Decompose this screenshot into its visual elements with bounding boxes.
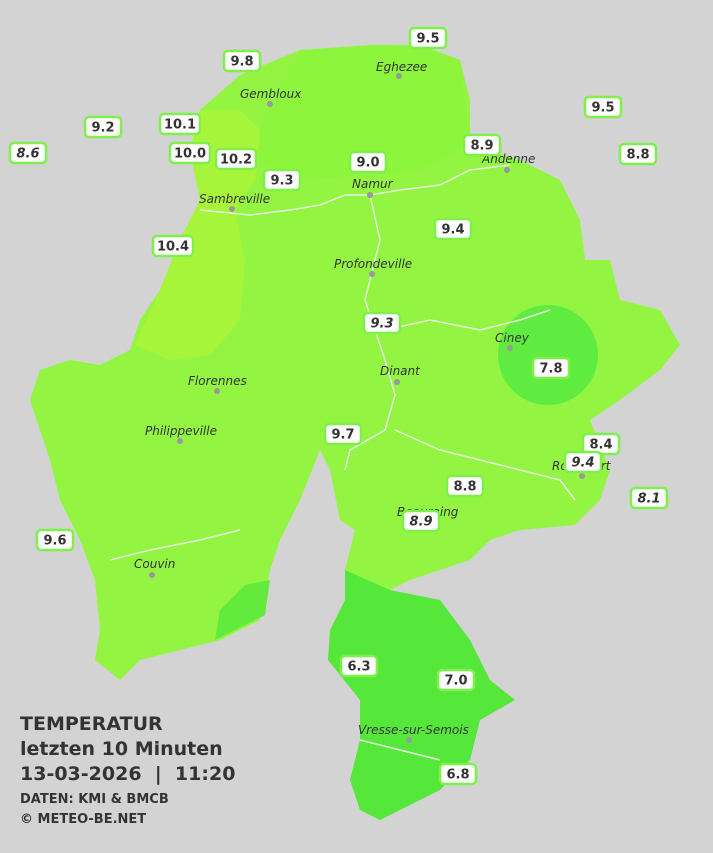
title-source: DATEN: KMI & BMCB bbox=[20, 792, 169, 807]
city-label: Florennes bbox=[188, 374, 247, 388]
station-box bbox=[445, 474, 485, 498]
station-value: 9.3 bbox=[370, 317, 393, 332]
station-value: 10.2 bbox=[220, 153, 252, 168]
title-timestamp: 13-03-2026 | 11:20 bbox=[20, 763, 235, 785]
city-label: Eghezee bbox=[376, 60, 427, 74]
station-value: 9.6 bbox=[43, 534, 66, 549]
city-dot bbox=[396, 73, 402, 79]
station-value: 9.5 bbox=[416, 32, 439, 47]
station-value: 10.4 bbox=[157, 240, 189, 255]
station-box bbox=[35, 528, 75, 552]
station-box bbox=[168, 141, 212, 165]
station-value: 8.8 bbox=[453, 480, 476, 495]
city-dot bbox=[507, 345, 513, 351]
city-label: Dinant bbox=[380, 364, 421, 378]
city-label: Namur bbox=[352, 177, 394, 191]
station-box bbox=[433, 217, 473, 241]
city-dot bbox=[177, 438, 183, 444]
station-value: 9.7 bbox=[331, 428, 354, 443]
station-value: 6.3 bbox=[347, 660, 370, 675]
station-box bbox=[583, 95, 623, 119]
station-value: 10.1 bbox=[164, 118, 196, 133]
city-dot bbox=[267, 101, 273, 107]
station-value: 8.8 bbox=[626, 148, 649, 163]
city-dot bbox=[504, 167, 510, 173]
city-label: Couvin bbox=[134, 557, 175, 571]
station-value: 8.9 bbox=[409, 515, 432, 530]
station-value: 8.4 bbox=[589, 438, 612, 453]
station-box bbox=[339, 654, 379, 678]
title-heading: TEMPERATUR bbox=[20, 713, 163, 735]
city-dot bbox=[214, 388, 220, 394]
station-box bbox=[401, 509, 441, 533]
zone-north bbox=[260, 45, 470, 180]
station-box bbox=[8, 141, 48, 165]
station-box bbox=[438, 762, 478, 786]
station-box bbox=[563, 450, 603, 474]
title-period: letzten 10 Minuten bbox=[20, 738, 223, 760]
station-box bbox=[222, 49, 262, 73]
city-label: Philippeville bbox=[145, 424, 217, 438]
city-label: Profondeville bbox=[334, 257, 412, 271]
station-value: 9.5 bbox=[591, 101, 614, 116]
station-box bbox=[262, 168, 302, 192]
station-box bbox=[362, 311, 402, 335]
station-box bbox=[462, 133, 502, 157]
station-value: 9.3 bbox=[270, 174, 293, 189]
station-box bbox=[408, 26, 448, 50]
city-label: Sambreville bbox=[199, 192, 270, 206]
station-box bbox=[151, 234, 195, 258]
station-box bbox=[531, 356, 571, 380]
city-dot bbox=[229, 206, 235, 212]
zone-warm bbox=[135, 110, 260, 360]
station-value: 7.8 bbox=[539, 362, 562, 377]
station-value: 9.8 bbox=[230, 55, 253, 70]
city-dot bbox=[369, 271, 375, 277]
title-credit: © METEO-BE.NET bbox=[20, 812, 146, 827]
city-dot bbox=[149, 572, 155, 578]
city-dot bbox=[394, 379, 400, 385]
station-box bbox=[83, 115, 123, 139]
city-dot bbox=[579, 473, 585, 479]
station-box bbox=[348, 150, 388, 174]
station-value: 8.9 bbox=[470, 139, 493, 154]
station-value: 10.0 bbox=[174, 147, 206, 162]
city-dot bbox=[367, 192, 373, 198]
station-box bbox=[436, 668, 476, 692]
station-box bbox=[618, 142, 658, 166]
station-value: 6.8 bbox=[446, 768, 469, 783]
station-value: 8.1 bbox=[637, 492, 660, 507]
station-value: 9.4 bbox=[571, 456, 594, 471]
station-box bbox=[158, 112, 202, 136]
station-value: 9.4 bbox=[441, 223, 464, 238]
rivers bbox=[109, 164, 576, 761]
station-box bbox=[323, 422, 363, 446]
city-dot bbox=[406, 737, 412, 743]
station-value: 9.0 bbox=[356, 156, 379, 171]
zone-cool bbox=[328, 570, 515, 820]
city-label: Gembloux bbox=[240, 87, 302, 101]
station-box bbox=[629, 486, 669, 510]
station-value: 7.0 bbox=[444, 674, 467, 689]
city-label: Ciney bbox=[495, 331, 530, 345]
city-label: Vresse-sur-Semois bbox=[358, 723, 469, 737]
province bbox=[30, 45, 680, 680]
station-box bbox=[214, 147, 258, 171]
zone-cool-west bbox=[215, 580, 270, 640]
station-value: 8.6 bbox=[16, 147, 39, 162]
zone-cool-ciney bbox=[498, 305, 598, 405]
station-value: 9.2 bbox=[91, 121, 114, 136]
